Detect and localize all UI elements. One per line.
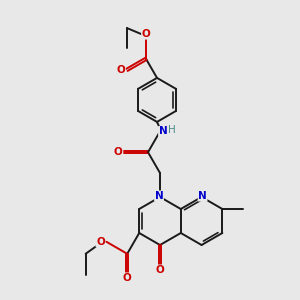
Text: O: O xyxy=(142,29,150,39)
Text: O: O xyxy=(114,147,122,157)
Text: N: N xyxy=(154,191,164,201)
Text: N: N xyxy=(198,191,207,201)
Text: O: O xyxy=(117,65,125,75)
Text: N: N xyxy=(159,126,167,136)
Text: O: O xyxy=(156,265,164,275)
Text: O: O xyxy=(96,237,105,247)
Text: O: O xyxy=(123,273,132,283)
Text: H: H xyxy=(168,125,176,135)
